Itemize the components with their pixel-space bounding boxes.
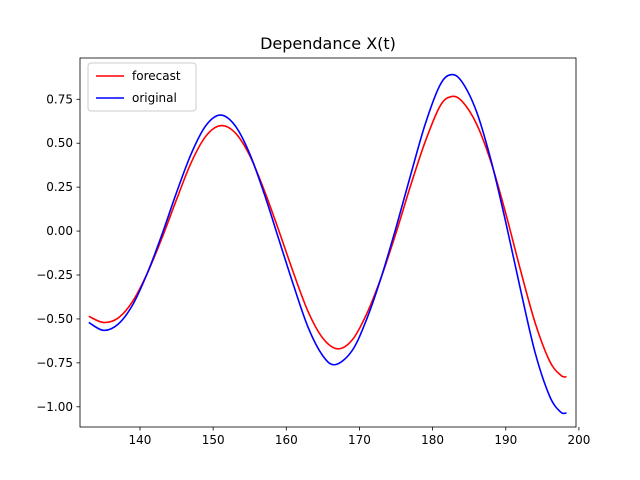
y-tick-label: 0.00	[46, 224, 73, 238]
series-layer	[88, 73, 567, 415]
x-tick-label: 160	[275, 433, 298, 447]
y-tick-label: −0.50	[36, 312, 73, 326]
y-tick-label: −0.25	[36, 268, 73, 282]
legend-label-original: original	[132, 91, 177, 105]
y-tick-label: 0.75	[46, 92, 73, 106]
plot-area	[79, 57, 577, 428]
y-tick-label: −1.00	[36, 400, 73, 414]
legend: forecast original	[87, 62, 197, 112]
y-axis: −1.00 −0.75 −0.50 −0.25 0.00 0.25 0.50 0.75	[36, 92, 80, 414]
series-line-original	[88, 73, 567, 415]
chart-title: Dependance X(t)	[260, 34, 396, 53]
x-tick-label: 180	[421, 433, 444, 447]
legend-box	[87, 62, 197, 112]
x-axis: 140 150 160 170 180 190 200	[129, 427, 590, 447]
x-tick-label: 170	[348, 433, 371, 447]
y-tick-label: −0.75	[36, 356, 73, 370]
x-tick-label: 200	[567, 433, 590, 447]
x-tick-label: 150	[202, 433, 225, 447]
y-tick-label: 0.50	[46, 136, 73, 150]
x-tick-label: 140	[129, 433, 152, 447]
legend-label-forecast: forecast	[132, 69, 181, 83]
axes-frame	[79, 57, 577, 428]
x-tick-label: 190	[494, 433, 517, 447]
y-tick-label: 0.25	[46, 180, 73, 194]
